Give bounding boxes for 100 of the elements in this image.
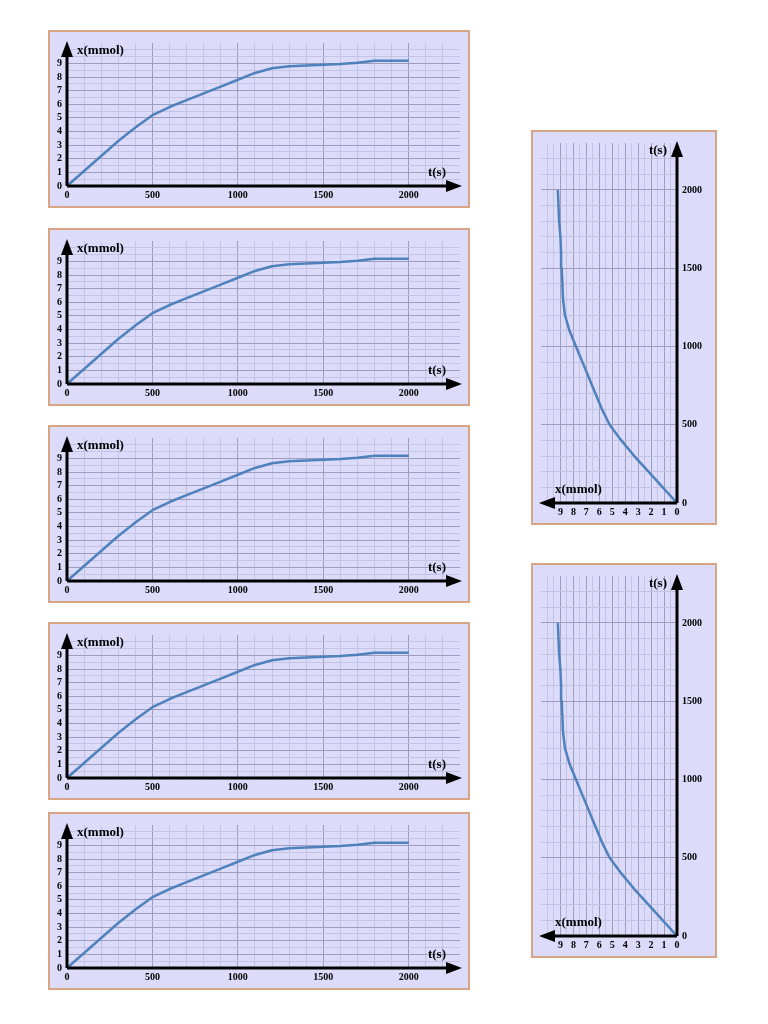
y-axis-title: x(mmol) [77, 42, 124, 58]
x-tick-label: 2 [648, 938, 654, 950]
y-axis-title: x(mmol) [77, 824, 124, 840]
y-tick-label: 1 [57, 363, 62, 375]
y-tick-label: 7 [57, 479, 62, 491]
x-tick-label: 1000 [227, 780, 248, 792]
y-tick-label: 7 [57, 84, 62, 96]
x-tick-label: 500 [144, 970, 160, 982]
y-tick-label: 8 [57, 465, 62, 477]
y-tick-label: 1 [57, 165, 62, 177]
y-tick-label: 8 [57, 662, 62, 674]
y-tick-label: 5 [57, 309, 62, 321]
y-tick-label: 9 [57, 57, 62, 69]
y-tick-label: 4 [57, 125, 62, 137]
y-tick-label: 3 [57, 533, 62, 545]
y-tick-label: 8 [57, 852, 62, 864]
x-tick-label: 2000 [398, 386, 419, 398]
y-tick-label: 4 [57, 520, 62, 532]
y-tick-label: 9 [57, 255, 62, 267]
y-tick-label: 7 [57, 866, 62, 878]
y-tick-label: 500 [682, 851, 697, 863]
y-axis-title: x(mmol) [77, 240, 124, 256]
y-tick-label: 0 [57, 574, 62, 586]
x-tick-label: 1000 [227, 386, 248, 398]
y-axis-title: t(s) [648, 142, 667, 158]
y-tick-label: 2 [57, 350, 62, 362]
x-tick-label: 1500 [313, 386, 334, 398]
y-tick-label: 3 [57, 336, 62, 348]
x-tick-label: 500 [144, 780, 160, 792]
x-tick-label: 2000 [398, 970, 419, 982]
x-tick-label: 3 [635, 505, 641, 517]
x-tick-label: 5 [609, 938, 615, 950]
x-tick-label: 500 [144, 386, 160, 398]
y-tick-label: 4 [57, 717, 62, 729]
x-tick-label: 8 [570, 505, 576, 517]
x-tick-label: 8 [570, 938, 576, 950]
y-tick-label: 4 [57, 907, 62, 919]
y-tick-label: 6 [57, 689, 62, 701]
y-tick-label: 0 [682, 929, 687, 941]
y-tick-label: 0 [57, 179, 62, 191]
x-axis-title: x(mmol) [555, 914, 602, 930]
y-tick-label: 1500 [682, 694, 702, 706]
y-tick-label: 2000 [682, 616, 702, 628]
y-tick-label: 6 [57, 295, 62, 307]
y-tick-label: 6 [57, 879, 62, 891]
y-tick-label: 1500 [682, 261, 702, 273]
y-tick-label: 0 [682, 496, 687, 508]
y-tick-label: 3 [57, 920, 62, 932]
y-tick-label: 1 [57, 560, 62, 572]
y-tick-label: 2 [57, 152, 62, 164]
x-tick-label: 1500 [313, 188, 334, 200]
x-axis-title: t(s) [427, 756, 446, 772]
y-tick-label: 5 [57, 703, 62, 715]
y-tick-label: 0 [57, 771, 62, 783]
y-axis-title: x(mmol) [77, 437, 124, 453]
x-tick-label: 3 [635, 938, 641, 950]
x-tick-label: 4 [622, 505, 628, 517]
y-axis-title: t(s) [648, 575, 667, 591]
x-tick-label: 2000 [398, 188, 419, 200]
x-tick-label: 7 [583, 505, 589, 517]
y-tick-label: 7 [57, 282, 62, 294]
y-tick-label: 0 [57, 377, 62, 389]
y-tick-label: 0 [57, 961, 62, 973]
x-tick-label: 5 [609, 505, 615, 517]
y-tick-label: 3 [57, 138, 62, 150]
y-tick-label: 8 [57, 70, 62, 82]
x-axis-title: t(s) [427, 362, 446, 378]
y-axis-title: x(mmol) [77, 634, 124, 650]
y-tick-label: 1 [57, 947, 62, 959]
y-tick-label: 500 [682, 418, 697, 430]
y-tick-label: 9 [57, 839, 62, 851]
y-tick-label: 2 [57, 744, 62, 756]
y-tick-label: 3 [57, 730, 62, 742]
x-axis-title: t(s) [427, 946, 446, 962]
y-tick-label: 1 [57, 757, 62, 769]
y-tick-label: 9 [57, 649, 62, 661]
x-tick-label: 9 [557, 505, 563, 517]
x-tick-label: 1 [661, 505, 667, 517]
x-tick-label: 1500 [313, 583, 334, 595]
y-tick-label: 5 [57, 111, 62, 123]
x-tick-label: 2 [648, 505, 654, 517]
y-tick-label: 6 [57, 492, 62, 504]
x-tick-label: 1500 [313, 970, 334, 982]
y-tick-label: 5 [57, 893, 62, 905]
y-tick-label: 9 [57, 452, 62, 464]
x-tick-label: 7 [583, 938, 589, 950]
x-tick-label: 1 [661, 938, 667, 950]
x-tick-label: 2000 [398, 780, 419, 792]
y-tick-label: 1000 [682, 340, 702, 352]
y-tick-label: 2 [57, 547, 62, 559]
y-tick-label: 4 [57, 323, 62, 335]
x-tick-label: 1000 [227, 583, 248, 595]
y-tick-label: 8 [57, 268, 62, 280]
x-tick-label: 1000 [227, 970, 248, 982]
x-tick-label: 9 [557, 938, 563, 950]
x-tick-label: 6 [596, 505, 602, 517]
x-tick-label: 500 [144, 188, 160, 200]
x-tick-label: 1000 [227, 188, 248, 200]
x-tick-label: 4 [622, 938, 628, 950]
x-tick-label: 1500 [313, 780, 334, 792]
